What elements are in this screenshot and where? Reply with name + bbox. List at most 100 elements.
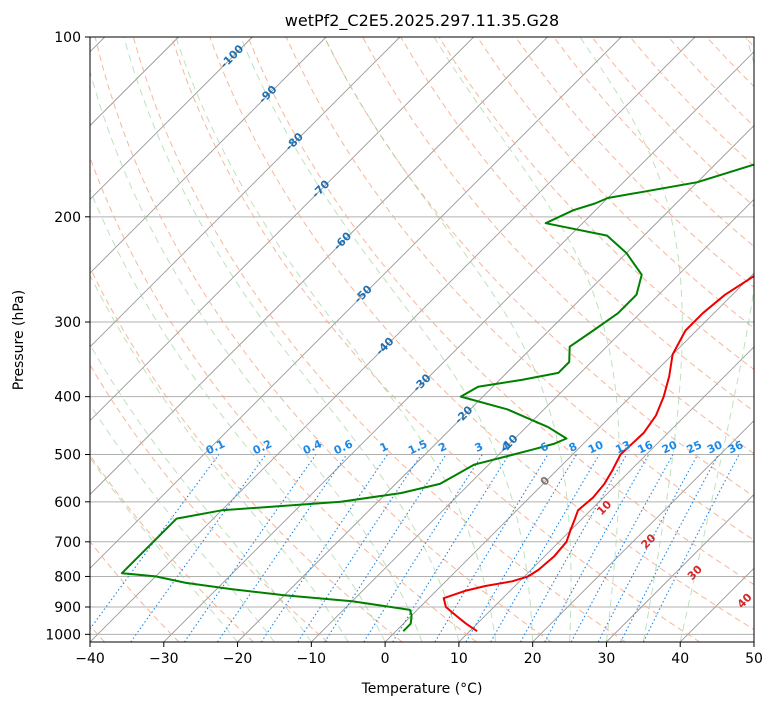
moist-adiabat-line (90, 456, 238, 642)
mixing-ratio-line (217, 454, 348, 642)
y-tick-label: 200 (54, 210, 81, 226)
dry-adiabat-line (132, 37, 626, 642)
dry-adiabat-line (362, 37, 754, 455)
isotherm-label: -20 (452, 403, 475, 426)
mixing-ratio-line (434, 454, 549, 642)
moist-adiabat-line (679, 37, 754, 642)
isotherm-line (606, 493, 754, 642)
x-tick-label: 30 (598, 651, 616, 667)
dry-adiabat-line (323, 37, 754, 498)
dry-adiabat-line (90, 155, 477, 642)
dry-adiabat-line (90, 454, 254, 642)
profile-series (120, 163, 754, 633)
mixing-ratio-line (260, 454, 388, 642)
mixing-ratio-label: 30 (705, 438, 725, 456)
dry-adiabat-line (90, 266, 403, 642)
dry-adiabat-line (667, 37, 754, 127)
dry-adiabat-line (90, 364, 329, 642)
isotherm-label: -40 (373, 335, 396, 358)
x-tick-label: −40 (75, 651, 105, 667)
moist-adiabat-line (90, 188, 386, 642)
mixing-ratio-line (570, 454, 674, 642)
moist-adiabat-line (90, 274, 349, 642)
isotherm-line (458, 346, 754, 642)
x-tick-label: −10 (297, 651, 327, 667)
y-tick-label: 400 (54, 390, 81, 406)
isotherm-line (90, 37, 401, 348)
dry-adiabat-line (438, 37, 754, 371)
moist-adiabat-line (579, 37, 683, 642)
x-tick-label: 20 (524, 651, 542, 667)
mixing-ratio-line (363, 454, 483, 642)
moist-adiabat-line (90, 69, 423, 642)
mixing-ratio-label: 3 (473, 440, 485, 455)
y-tick-label: 900 (54, 600, 81, 616)
dry-adiabat-line (706, 37, 754, 88)
grid-layer (90, 37, 754, 635)
dry-adiabat-label: 40 (735, 591, 755, 611)
dry-adiabat-line (515, 37, 754, 288)
dewpoint-profile-line (120, 163, 754, 632)
mixing-ratio-label: 10 (586, 438, 606, 456)
isotherm-line (237, 124, 754, 642)
mixing-ratio-line (597, 454, 699, 642)
dry-adiabat-line (400, 37, 754, 412)
isotherm-line (90, 37, 548, 496)
mixing-ratio-line (297, 454, 422, 642)
x-tick-label: 50 (745, 651, 763, 667)
isotherm-line (90, 37, 327, 274)
chart-title: wetPf2_C2E5.2025.297.11.35.G28 (285, 11, 559, 31)
mixing-ratio-label: 20 (660, 438, 680, 456)
dry-adiabat-label: 30 (685, 563, 705, 583)
isotherm-line (90, 37, 696, 642)
isotherm-line (90, 37, 622, 569)
dry-adiabat-line (247, 37, 754, 586)
y-tick-label: 800 (54, 569, 81, 585)
mixing-ratio-line (183, 454, 317, 642)
mixing-ratio-line (90, 454, 220, 630)
isotherm-line (311, 198, 754, 642)
isotherm-line (679, 567, 754, 642)
dry-adiabat-line (591, 37, 754, 207)
moist-adiabat-line (433, 37, 620, 642)
dry-adiabat-line (285, 37, 754, 541)
isotherm-label: -70 (309, 177, 332, 200)
y-tick-label: 700 (54, 535, 81, 551)
mixing-ratio-line (324, 454, 447, 642)
moist-adiabats (90, 37, 754, 642)
y-axis-ticks: 100 200 300 400 500 600 700 800 900 1000 (45, 30, 90, 643)
x-axis-ticks: −40 −30 −20 −10 0 10 20 30 40 50 (75, 642, 763, 667)
mixing-ratio-line (130, 454, 267, 642)
temperature-profile-line (442, 274, 754, 633)
isotherms (90, 37, 754, 642)
mixing-ratio-label: 8 (567, 440, 579, 455)
isotherm-line (384, 272, 754, 642)
x-tick-label: 10 (450, 651, 468, 667)
x-tick-label: 0 (381, 651, 390, 667)
y-tick-label: 100 (54, 30, 81, 46)
plot-frame (89, 36, 755, 643)
mixing-ratio-line (465, 454, 577, 642)
moist-adiabat-line (323, 37, 572, 642)
mixing-ratio-label: 25 (685, 438, 704, 456)
y-tick-label: 1000 (45, 627, 81, 643)
mixing-ratio-label: 6 (538, 440, 551, 455)
isotherm-label: -50 (352, 282, 375, 305)
y-axis-label: Pressure (hPa) (11, 290, 27, 390)
isotherm-label: -100 (218, 42, 247, 71)
x-tick-label: −20 (223, 651, 253, 667)
isotherm-line (753, 641, 754, 642)
mixing-ratio-label: 1 (378, 440, 390, 455)
dry-adiabat-line (629, 37, 754, 167)
mixing-ratio-label: 2 (436, 440, 448, 455)
dry-adiabat-line (94, 37, 552, 642)
y-tick-label: 300 (54, 315, 81, 331)
mixing-ratio-label: 13 (613, 438, 632, 456)
mixing-ratio-label: 16 (636, 438, 656, 456)
isotherm-label: -90 (256, 83, 279, 106)
dry-adiabat-line (476, 37, 754, 329)
dry-adiabats (90, 37, 754, 642)
mixing-ratio-line (520, 454, 628, 642)
isotherm-line (90, 37, 474, 422)
